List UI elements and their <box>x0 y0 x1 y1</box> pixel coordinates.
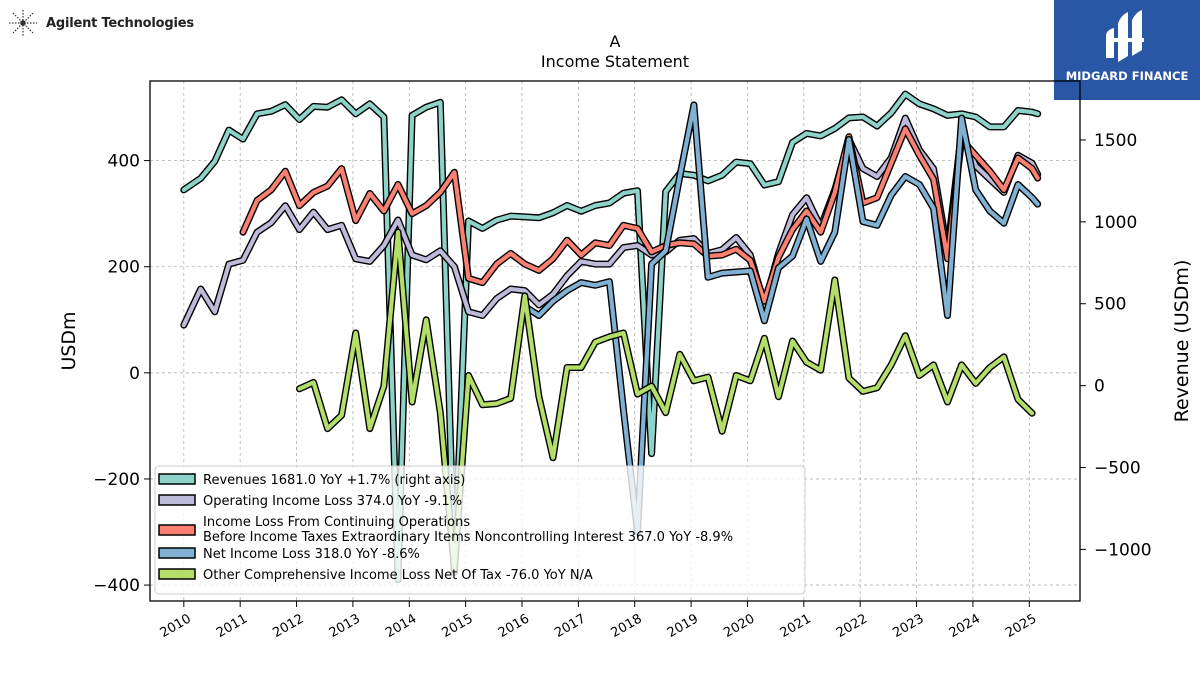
series-lines <box>180 90 1042 584</box>
y-axis-label: USDm <box>58 311 80 370</box>
x-tick-label: 2013 <box>327 611 363 641</box>
x-tick-label: 2012 <box>270 611 306 641</box>
series-line-revenues <box>181 91 1040 582</box>
y-tick-label: 200 <box>108 258 140 278</box>
starburst-icon <box>9 10 37 36</box>
legend: Revenues 1681.0 YoY +1.7% (right axis) Op… <box>154 465 806 595</box>
legend-swatch-operating <box>158 494 196 506</box>
company-logo-text: Agilent Technologies <box>46 15 194 31</box>
legend-label-revenues: Revenues 1681.0 YoY +1.7% (right axis) <box>203 473 465 488</box>
chart-subtitle: Income Statement <box>541 52 689 71</box>
x-tick-label: 2017 <box>552 611 588 641</box>
y-axis-label-right: Revenue (USDm) <box>1171 260 1193 423</box>
x-tick-label: 2024 <box>947 611 983 641</box>
x-tick-label: 2021 <box>778 611 814 641</box>
legend-label-pretax: Before Income Taxes Extraordinary Items … <box>203 530 733 545</box>
legend-label-oci: Other Comprehensive Income Loss Net Of T… <box>203 568 593 583</box>
y-right-tick-label: 1000 <box>1094 213 1137 233</box>
y-right-tick-label: 1500 <box>1094 131 1137 151</box>
x-tick-label: 2020 <box>721 611 757 641</box>
x-tick-label: 2014 <box>383 611 419 641</box>
right-axis-ticks: −1000 −500 0 500 1000 1500 <box>1080 131 1152 560</box>
x-tick-label: 2025 <box>1003 611 1039 641</box>
legend-swatch-net <box>158 547 196 559</box>
y-right-tick-label: 0 <box>1094 377 1105 397</box>
y-tick-label: 400 <box>108 152 140 172</box>
x-tick-label: 2023 <box>890 611 926 641</box>
left-axis-ticks: −400 −200 0 200 400 <box>93 152 150 596</box>
x-axis-ticks: 2010 2011 2012 2013 2014 2015 2016 2017 2018 2019… <box>158 601 1039 641</box>
series-line-operating <box>181 115 1040 328</box>
x-tick-label: 2011 <box>214 611 250 641</box>
y-right-tick-label: 500 <box>1094 295 1126 315</box>
y-tick-label: −400 <box>93 576 140 596</box>
midgard-logo-text: MIDGARD FINANCE <box>1065 69 1189 83</box>
company-logo: Agilent Technologies <box>6 8 194 38</box>
x-tick-label: 2010 <box>158 611 194 641</box>
series-line-pretax <box>240 126 1040 304</box>
midgard-finance-logo: MIDGARD FINANCE <box>1054 0 1200 100</box>
x-tick-label: 2016 <box>496 611 532 641</box>
midgard-emblem-icon <box>1106 10 1144 62</box>
legend-label-operating: Operating Income Loss 374.0 YoY -9.1% <box>203 494 462 509</box>
x-tick-label: 2018 <box>609 611 645 641</box>
y-tick-label: 0 <box>129 364 140 384</box>
legend-box <box>154 465 806 595</box>
legend-swatch-revenues <box>158 473 196 485</box>
x-tick-label: 2015 <box>439 611 475 641</box>
y-tick-label: −200 <box>93 470 140 490</box>
legend-label-net: Net Income Loss 318.0 YoY -8.6% <box>203 547 420 562</box>
y-right-tick-label: −1000 <box>1094 540 1152 560</box>
plot-frame <box>149 80 1081 602</box>
x-tick-label: 2022 <box>834 611 870 641</box>
legend-swatch-oci <box>158 568 196 580</box>
series-line-oci <box>297 230 1035 572</box>
x-tick-label: 2019 <box>665 611 701 641</box>
series-line-net <box>522 102 1040 535</box>
chart-title: A <box>610 32 621 51</box>
legend-swatch-pretax <box>158 524 196 536</box>
legend-label-pretax: Income Loss From Continuing Operations <box>203 515 470 530</box>
y-right-tick-label: −500 <box>1094 459 1141 479</box>
